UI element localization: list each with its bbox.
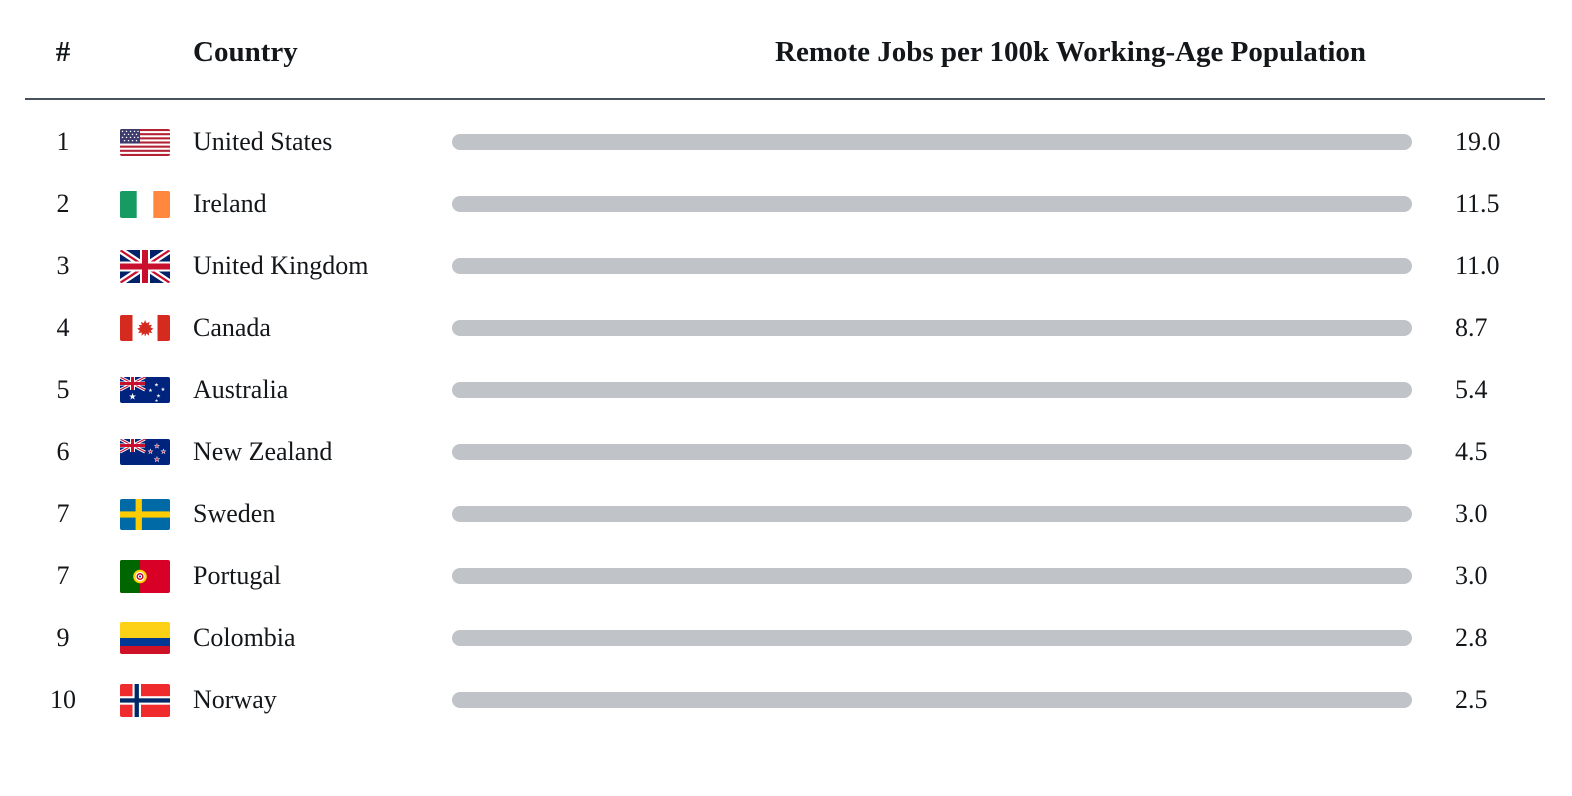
rank-cell: 5 [56,375,70,404]
country-label: Ireland [193,189,267,218]
rank-cell: 9 [56,623,70,652]
table-row: 10 Norway 2.5 [0,669,1572,731]
table-row: 1 United States 19.0 [0,111,1572,173]
rank-cell: 3 [56,251,70,280]
flag-gb-icon [120,250,170,283]
bar-track [452,506,1412,522]
country-label: Colombia [193,623,296,652]
rank-cell: 7 [56,561,70,590]
value-label: 4.5 [1455,437,1488,466]
table-header: # Country Remote Jobs per 100k Working-A… [0,36,1572,78]
page-title: Remote Jobs per 100k Working-Age Populat… [775,36,1367,68]
flag-us-icon [120,129,170,156]
country-label: United Kingdom [193,251,369,280]
table-row: 6 New Zealand 4.5 [0,421,1572,483]
header-divider [25,98,1545,100]
column-header-country: Country [193,36,298,68]
rank-cell: 2 [56,189,70,218]
bar-track [452,568,1412,584]
country-label: New Zealand [193,437,333,466]
table-row: 3 United Kingdom 11.0 [0,235,1572,297]
flag-no-icon [120,684,170,717]
country-label: Sweden [193,499,276,528]
bar-track [452,258,1412,274]
value-label: 3.0 [1455,499,1488,528]
bar-track [452,320,1412,336]
bar-track [452,134,1412,150]
bar-track [452,382,1412,398]
bar-track [452,630,1412,646]
rank-cell: 7 [56,499,70,528]
country-label: Australia [193,375,289,404]
flag-co-icon [120,622,170,654]
flag-ie-icon [120,191,170,218]
value-label: 8.7 [1455,313,1488,342]
table-row: 4 Canada 8.7 [0,297,1572,359]
country-label: Canada [193,313,271,342]
rank-cell: 10 [50,685,76,714]
rank-cell: 1 [56,127,70,156]
value-label: 11.5 [1455,189,1500,218]
bar-track [452,692,1412,708]
country-label: Portugal [193,561,282,590]
bar-track [452,196,1412,212]
flag-ca-icon [120,315,170,341]
table-row: 5 Australia 5.4 [0,359,1572,421]
value-label: 11.0 [1455,251,1500,280]
table-row: 9 Colombia 2.8 [0,607,1572,669]
table-row: 7 Sweden 3.0 [0,483,1572,545]
country-label: Norway [193,685,277,714]
value-label: 3.0 [1455,561,1488,590]
flag-nz-icon [120,439,170,465]
country-label: United States [193,127,333,156]
value-label: 5.4 [1455,375,1488,404]
rank-cell: 4 [56,313,70,342]
value-label: 2.5 [1455,685,1488,714]
bar-track [452,444,1412,460]
flag-au-icon [120,377,170,403]
value-label: 19.0 [1455,127,1501,156]
flag-se-icon [120,499,170,530]
rows: 1 United States 19.0 2 Ireland 11.5 3 [0,111,1572,731]
column-header-rank: # [55,36,71,68]
table-row: 2 Ireland 11.5 [0,173,1572,235]
table-row: 7 Portugal 3.0 [0,545,1572,607]
flag-pt-icon [120,560,170,593]
rank-cell: 6 [56,437,70,466]
value-label: 2.8 [1455,623,1488,652]
